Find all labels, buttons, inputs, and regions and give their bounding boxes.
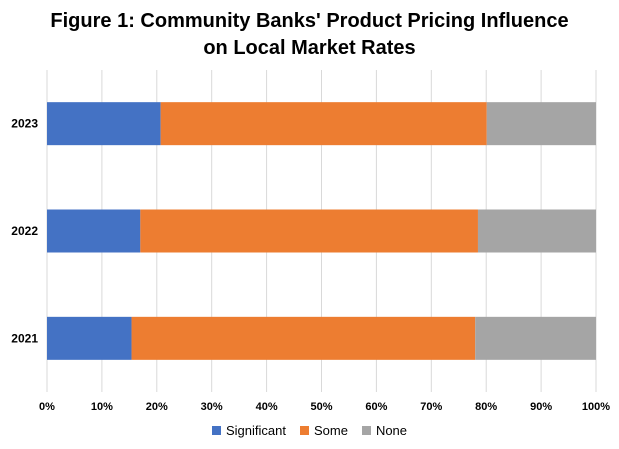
bar-segment — [160, 102, 487, 146]
legend-swatch — [299, 426, 309, 435]
y-tick-label: 2021 — [11, 331, 38, 345]
legend-swatch — [211, 426, 221, 435]
bar-segment — [140, 209, 478, 253]
x-tick-label: 90% — [530, 401, 552, 413]
bar-segment — [47, 209, 141, 253]
y-tick-label: 2022 — [11, 224, 38, 238]
bar-segment — [486, 102, 596, 146]
bar-segment — [47, 316, 132, 360]
y-tick-label: 2023 — [11, 117, 38, 131]
legend-label: None — [375, 423, 408, 438]
chart-title-line-1: Figure 1: Community Banks' Product Prici… — [50, 10, 569, 32]
legend-item: Some — [299, 423, 348, 438]
x-tick-label: 100% — [582, 401, 610, 413]
x-tick-label: 30% — [201, 401, 223, 413]
x-tick-label: 40% — [256, 401, 278, 413]
legend-item: Significant — [211, 423, 286, 438]
legend-swatch — [361, 426, 371, 435]
x-tick-label: 10% — [91, 401, 113, 413]
chart-title-line-2: on Local Market Rates — [203, 37, 416, 59]
chart-title: Figure 1: Community Banks' Product Prici… — [0, 8, 619, 62]
x-tick-label: 20% — [146, 401, 168, 413]
bar-segment — [47, 102, 161, 146]
legend: Significant Some None — [0, 423, 619, 438]
legend-item: None — [361, 423, 408, 438]
bar-segment — [475, 316, 596, 360]
x-tick-label: 50% — [310, 401, 332, 413]
x-tick-label: 70% — [420, 401, 442, 413]
x-tick-label: 80% — [475, 401, 497, 413]
legend-label: Significant — [225, 423, 286, 438]
legend-label: Some — [313, 423, 348, 438]
x-tick-label: 60% — [365, 401, 387, 413]
bar-segment — [131, 316, 476, 360]
bar-segment — [477, 209, 596, 253]
x-tick-label: 0% — [39, 401, 55, 413]
